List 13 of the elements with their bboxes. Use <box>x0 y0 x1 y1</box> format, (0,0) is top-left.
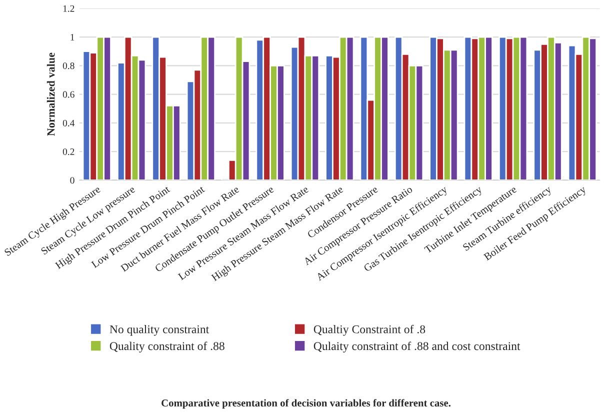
y-tick-label: 0.2 <box>62 148 74 156</box>
legend-label: Qulaity constraint of .88 and cost constraint <box>314 342 520 352</box>
y-tick-label: 1.2 <box>63 5 74 12</box>
legend-label: Quality constraint of .88 <box>110 342 224 352</box>
legend-label: Qualtiy Constraint of .8 <box>314 324 426 336</box>
y-tick-label: 0.4 <box>62 120 75 126</box>
y-axis-title: Normalized value <box>46 52 55 136</box>
legend-label: No quality constraint <box>110 324 210 336</box>
y-tick-label: 1 <box>70 34 74 40</box>
y-tick-label: 0.8 <box>62 62 74 70</box>
y-tick-label: 0.6 <box>62 91 74 98</box>
text: Comparative presentation of decision variables for different case. <box>162 399 450 409</box>
y-tick-label: 0 <box>70 177 74 184</box>
